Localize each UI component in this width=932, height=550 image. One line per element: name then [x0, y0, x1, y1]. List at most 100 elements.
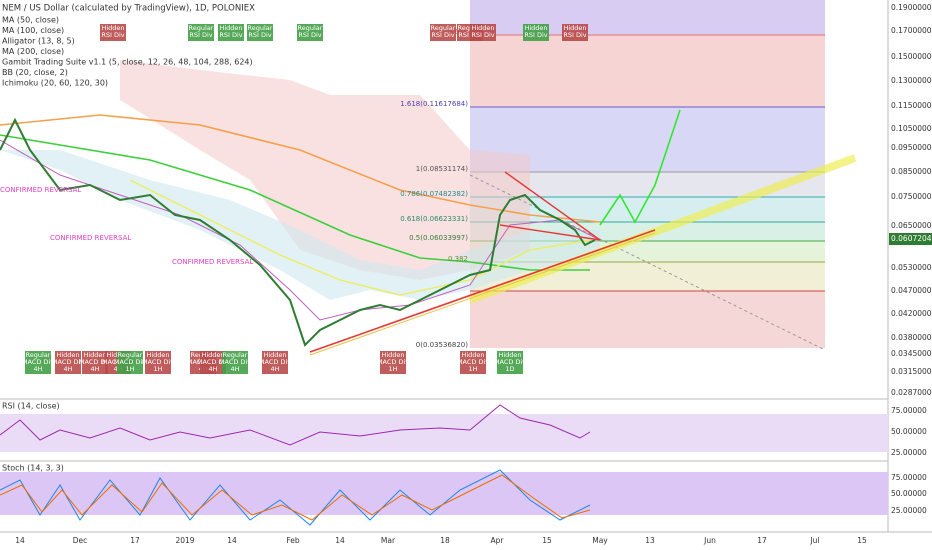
rsi-line — [0, 404, 591, 446]
signal-text: Hidden — [381, 351, 404, 359]
signal-text: MACD Div — [22, 358, 54, 366]
signal-text: 4H — [63, 365, 72, 373]
time-label: Feb — [286, 536, 300, 545]
time-label: May — [592, 536, 608, 545]
price-label: 0.13000000 — [891, 76, 932, 85]
signal-text: Hidden — [498, 351, 521, 359]
signal-text: Hidden — [56, 351, 79, 359]
annotation: CONFIRMED REVERSAL — [50, 234, 131, 242]
signal-text: RSI Div — [431, 31, 454, 39]
signal-text: RSI Div — [563, 31, 586, 39]
signal-box — [188, 24, 214, 41]
indicator-label: MA (100, close) — [2, 26, 64, 35]
price-label: 0.05300000 — [891, 263, 932, 272]
price-label: 0.04200000 — [891, 309, 932, 318]
alligator — [0, 139, 601, 321]
signal-text: 1H — [388, 365, 397, 373]
price-label: 0.03450000 — [891, 349, 932, 358]
price-label: 0.17000000 — [891, 26, 932, 35]
time-label: Mar — [381, 536, 396, 545]
signal-text: RSI Div — [524, 31, 547, 39]
signal-text: MACD Div — [377, 358, 409, 366]
time-label: 14 — [227, 536, 237, 545]
signal-box — [82, 351, 108, 374]
price-label: 0.03150000 — [891, 367, 932, 376]
fib-label: 0.5(0.06033997) — [409, 234, 468, 242]
signal-text: MACD Div — [219, 358, 251, 366]
annotation: CONFIRMED REVERSAL — [0, 186, 81, 194]
time-label: 14 — [15, 536, 25, 545]
signal-text: 1H — [468, 365, 477, 373]
signal-text: 1H — [125, 365, 134, 373]
signal-text: Hidden — [263, 351, 286, 359]
fib-label: 1(0.08531174) — [416, 165, 468, 173]
signal-box — [430, 24, 456, 41]
ichimoku-cloud — [120, 60, 530, 280]
signal-text: RSI Div — [248, 31, 271, 39]
price-label: 0.07500000 — [891, 192, 932, 201]
signal-box — [218, 24, 244, 41]
signal-text: 1D — [505, 365, 514, 373]
signal-text: Regular — [118, 351, 143, 359]
signal-text: Regular — [298, 24, 323, 32]
ma-50 — [129, 179, 591, 296]
signal-box — [380, 351, 406, 374]
fib-label: 0.786(0.07482382) — [400, 190, 468, 198]
projection-band — [468, 154, 857, 304]
signal-text: RSI Div — [189, 31, 212, 39]
time-label: 2019 — [175, 536, 194, 545]
stoch-d — [0, 474, 591, 521]
price-label: 0.08500000 — [891, 167, 932, 176]
indicator-label: MA (200, close) — [2, 47, 64, 56]
signal-text: MACD Div — [79, 358, 111, 366]
price-label: 0.02870000 — [891, 388, 932, 397]
signal-box — [562, 24, 588, 41]
signal-text: Hidden — [146, 351, 169, 359]
time-label: Apr — [491, 536, 505, 545]
time-label: Dec — [73, 536, 88, 545]
signal-text: MACD Div — [457, 358, 489, 366]
time-label: 18 — [440, 536, 450, 545]
price-label: 0.09500000 — [891, 143, 932, 152]
signal-box — [100, 24, 126, 41]
stoch-axis-label: 50.00000 — [891, 489, 927, 498]
signal-box — [117, 351, 143, 374]
signal-text: MACD Div — [197, 358, 229, 366]
signal-text: Hidden — [461, 351, 484, 359]
rsi-title: RSI (14, close) — [2, 402, 60, 411]
price-label: 0.15000000 — [891, 52, 932, 61]
signal-text: Regular — [248, 24, 273, 32]
zone — [470, 291, 825, 348]
signal-text: 1H — [153, 365, 162, 373]
signal-text: 4H — [270, 365, 279, 373]
signal-text: MACD Div — [114, 358, 146, 366]
signal-box — [247, 24, 273, 41]
signal-text: RSI Div — [298, 31, 321, 39]
indicator-label: BB (20, close, 2) — [2, 68, 68, 77]
time-label: 15 — [542, 536, 552, 545]
indicator-label: MA (50, close) — [2, 16, 59, 25]
signal-text: Hidden — [563, 24, 586, 32]
signal-text: 4H — [33, 365, 42, 373]
ma-200 — [0, 114, 601, 223]
time-label: 14 — [335, 536, 345, 545]
price-label: 0.03800000 — [891, 333, 932, 342]
ma-100 — [0, 134, 590, 271]
signal-text: RSI Div — [219, 31, 242, 39]
signal-text: Regular — [189, 24, 214, 32]
projection-path — [599, 109, 681, 226]
annotation-text: CONFIRMED REVERSAL — [172, 258, 253, 266]
price-line — [0, 117, 596, 347]
rsi-band — [0, 414, 888, 452]
signal-text: RSI Div — [471, 31, 494, 39]
rsi-axis-label: 50.00000 — [891, 427, 927, 436]
zone — [470, 35, 825, 107]
trend-line — [309, 232, 656, 356]
fib-label: 0.618(0.06623331) — [400, 215, 468, 223]
price-label: 0.11500000 — [891, 101, 932, 110]
signal-text: Hidden — [201, 351, 224, 359]
time-label: Jun — [703, 536, 716, 545]
stoch-title: Stoch (14, 3, 3) — [2, 464, 64, 473]
annotation: CONFIRMED REVERSAL — [172, 258, 253, 266]
signal-text: Regular — [431, 24, 456, 32]
